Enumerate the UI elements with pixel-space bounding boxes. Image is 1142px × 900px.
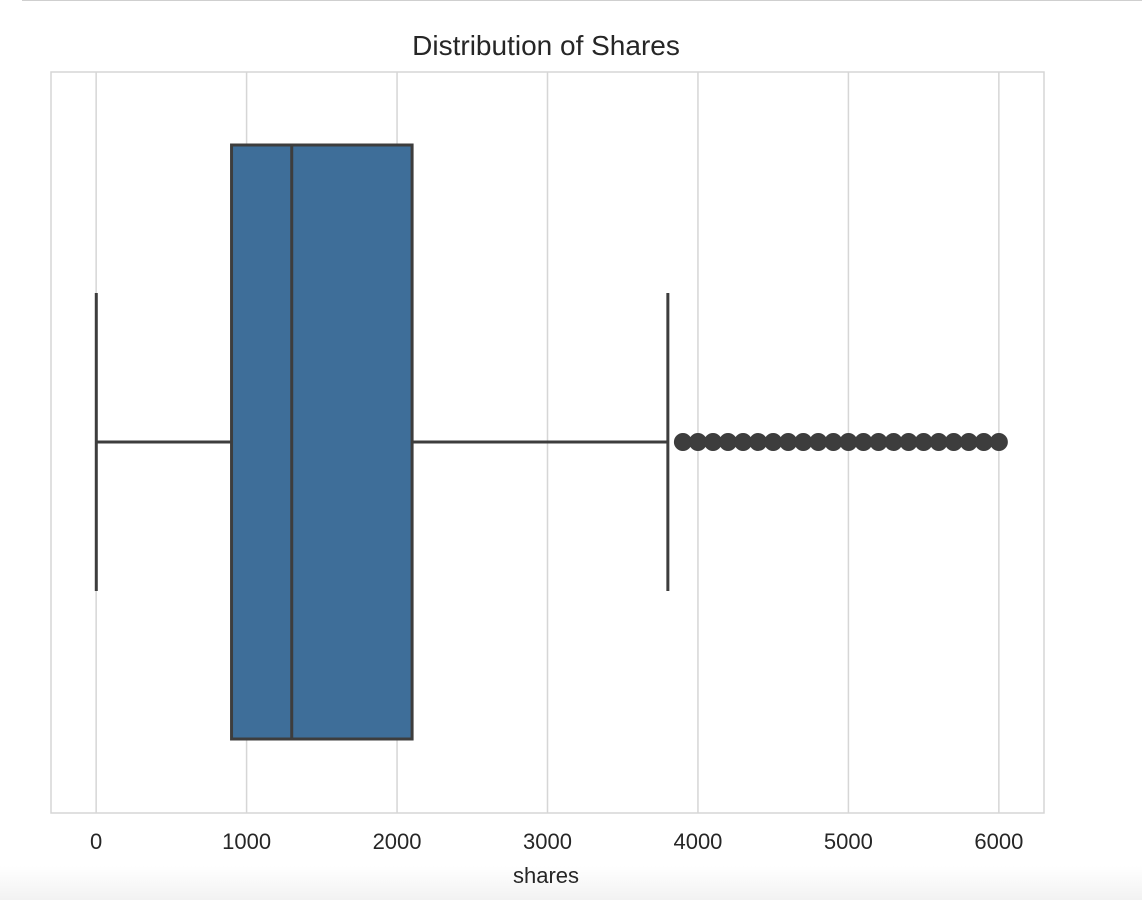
- outlier-point-8: [779, 433, 798, 451]
- outlier-point-16: [899, 433, 918, 451]
- x-axis-label: shares: [513, 863, 579, 888]
- x-tick-label-1000: 1000: [222, 829, 271, 854]
- outlier-point-22: [989, 433, 1008, 451]
- x-tick-label-6000: 6000: [974, 829, 1023, 854]
- outlier-point-1: [673, 433, 692, 451]
- outlier-point-21: [974, 433, 993, 451]
- outlier-point-9: [794, 433, 813, 451]
- outlier-point-18: [929, 433, 948, 451]
- outlier-point-2: [688, 433, 707, 451]
- x-tick-label-3000: 3000: [523, 829, 572, 854]
- outlier-point-6: [749, 433, 768, 451]
- outlier-point-11: [824, 433, 843, 451]
- top-divider: [22, 0, 1142, 1]
- outlier-point-13: [854, 433, 873, 451]
- outlier-point-3: [704, 433, 722, 451]
- outlier-point-5: [734, 433, 753, 451]
- outlier-point-19: [944, 433, 963, 451]
- iqr-box: [230, 143, 414, 741]
- outlier-point-20: [959, 433, 978, 451]
- outlier-point-15: [884, 433, 903, 451]
- x-tick-label-4000: 4000: [673, 829, 722, 854]
- outlier-point-17: [914, 433, 933, 451]
- chart-title: Distribution of Shares: [412, 30, 680, 61]
- x-tick-label-2000: 2000: [373, 829, 422, 854]
- outlier-point-10: [809, 433, 828, 451]
- x-tick-labels: 0 1000 2000 3000 4000 5000 6000: [90, 829, 1023, 854]
- outlier-point-14: [869, 433, 888, 451]
- x-tick-label-5000: 5000: [824, 829, 873, 854]
- x-tick-label-0: 0: [90, 829, 102, 854]
- boxplot-group: [94, 143, 1008, 741]
- outlier-point-7: [764, 433, 783, 451]
- outlier-point-4: [719, 433, 738, 451]
- outlier-point-12: [839, 433, 858, 451]
